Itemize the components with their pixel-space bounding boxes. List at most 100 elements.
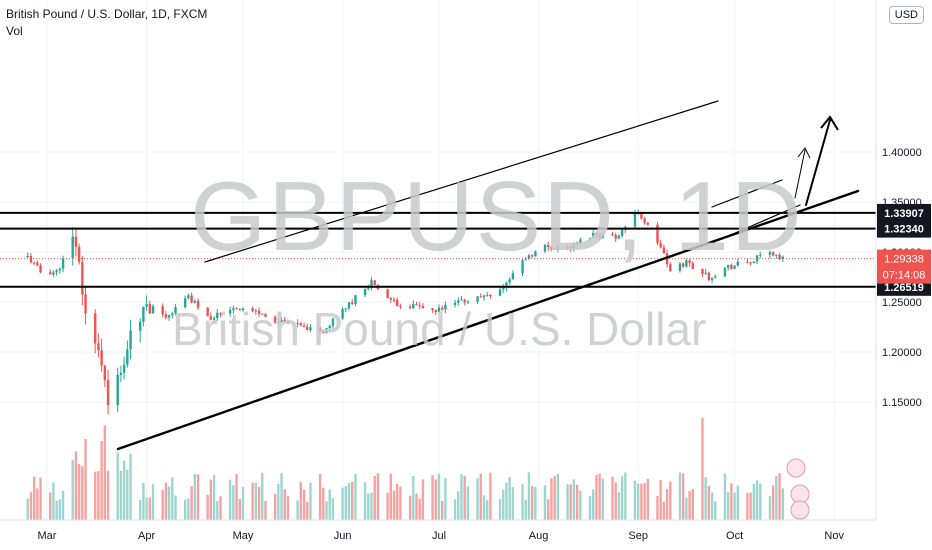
candle-body [392,299,396,301]
time-tick-label: Jul [432,530,446,542]
candle-body [235,308,238,310]
volume-bar [296,500,299,520]
candle-body [460,299,463,301]
candle-body [306,326,309,331]
volume-bar [636,483,640,520]
volume-bar [595,474,598,520]
volume-bar [286,496,290,520]
candle-body [363,289,367,296]
candle-body [39,265,42,273]
candle-body [212,318,216,320]
volume-bar [347,482,351,520]
candle-body [367,288,370,290]
volume-bar [399,486,402,520]
volume-bar [498,499,502,520]
economic-event-icon [786,458,806,478]
volume-bar [161,490,164,520]
volume-bar [768,496,772,520]
price-tick-label: 1.40000 [882,147,922,159]
volume-bar [633,480,637,520]
candle-body [498,289,502,296]
candle-body [322,332,325,334]
candle-body [781,256,784,260]
volume-bar [556,473,560,520]
candle-body [283,319,286,322]
candle-body [408,306,412,309]
volume-bar [665,489,669,520]
volume-bar [283,489,286,520]
candle-body [588,238,592,240]
candle-body [479,296,482,298]
volume-bar [183,499,187,520]
candle-body [659,242,662,248]
candle-body [415,304,418,306]
volume-bar [280,473,283,520]
flag-top-line [711,179,783,208]
volume-bar [71,459,74,520]
volume-bar [58,499,62,520]
candle-body [206,307,209,317]
volume-bar [212,474,216,520]
volume-bar [257,486,261,520]
currency-button[interactable]: USD [888,6,924,24]
volume-bar [32,476,36,520]
volume-bar [588,495,592,520]
candle-body [595,232,598,236]
volume-bar [530,485,534,520]
volume-bar [119,470,123,520]
current-price-label: 1.29338 [884,254,924,266]
volume-bar [74,451,78,520]
volume-bar [527,472,531,520]
candle-body [579,239,582,243]
candle-body [730,265,733,269]
volume-bar [126,469,129,520]
candle-body [238,309,241,311]
projection-arrow-large [805,119,831,206]
candle-body [611,234,614,236]
candle-body [759,254,762,256]
volume-indicator-label[interactable]: Vol [6,24,23,38]
volume-bar [646,478,650,520]
volume-bar [392,490,396,520]
volume-bar [614,482,617,520]
candle-body [530,255,534,257]
candle-body [775,254,778,256]
volume-bar [485,500,489,520]
volume-bar [97,471,100,520]
symbol-title[interactable]: British Pound / U.S. Dollar, 1D, FXCM [6,7,208,21]
volume-bar [228,479,232,520]
candle-body [778,254,781,260]
candle-body [489,294,492,296]
candle-body [598,235,601,238]
volume-bar [457,491,460,520]
candle-body [396,299,399,307]
volume-bar [601,478,605,520]
price-tick-label: 1.20000 [882,347,922,359]
price-tick-label: 1.15000 [882,397,922,409]
candle-body [106,380,110,406]
volume-bar [730,483,733,520]
candle-body [524,258,527,261]
volume-bar [273,493,277,520]
level-label: 1.26519 [884,282,924,294]
volume-bar [138,500,142,520]
volume-bar [302,489,306,520]
volume-bar [460,474,463,520]
volume-bar [620,476,624,520]
candle-body [592,232,595,239]
candle-body [691,263,695,269]
grid [0,0,876,520]
economic-event-icon [790,500,810,520]
volume-bar [122,460,126,520]
candle-body [171,313,174,316]
candle-body [190,295,193,303]
volume-bar [351,481,354,520]
volume-bar [640,483,643,520]
volume-bar [434,479,437,520]
candle-body [36,262,39,266]
volume-bar [550,478,553,520]
level-label: 1.33907 [884,208,924,220]
time-tick-label: Apr [138,530,155,542]
volume-bar [710,492,714,520]
